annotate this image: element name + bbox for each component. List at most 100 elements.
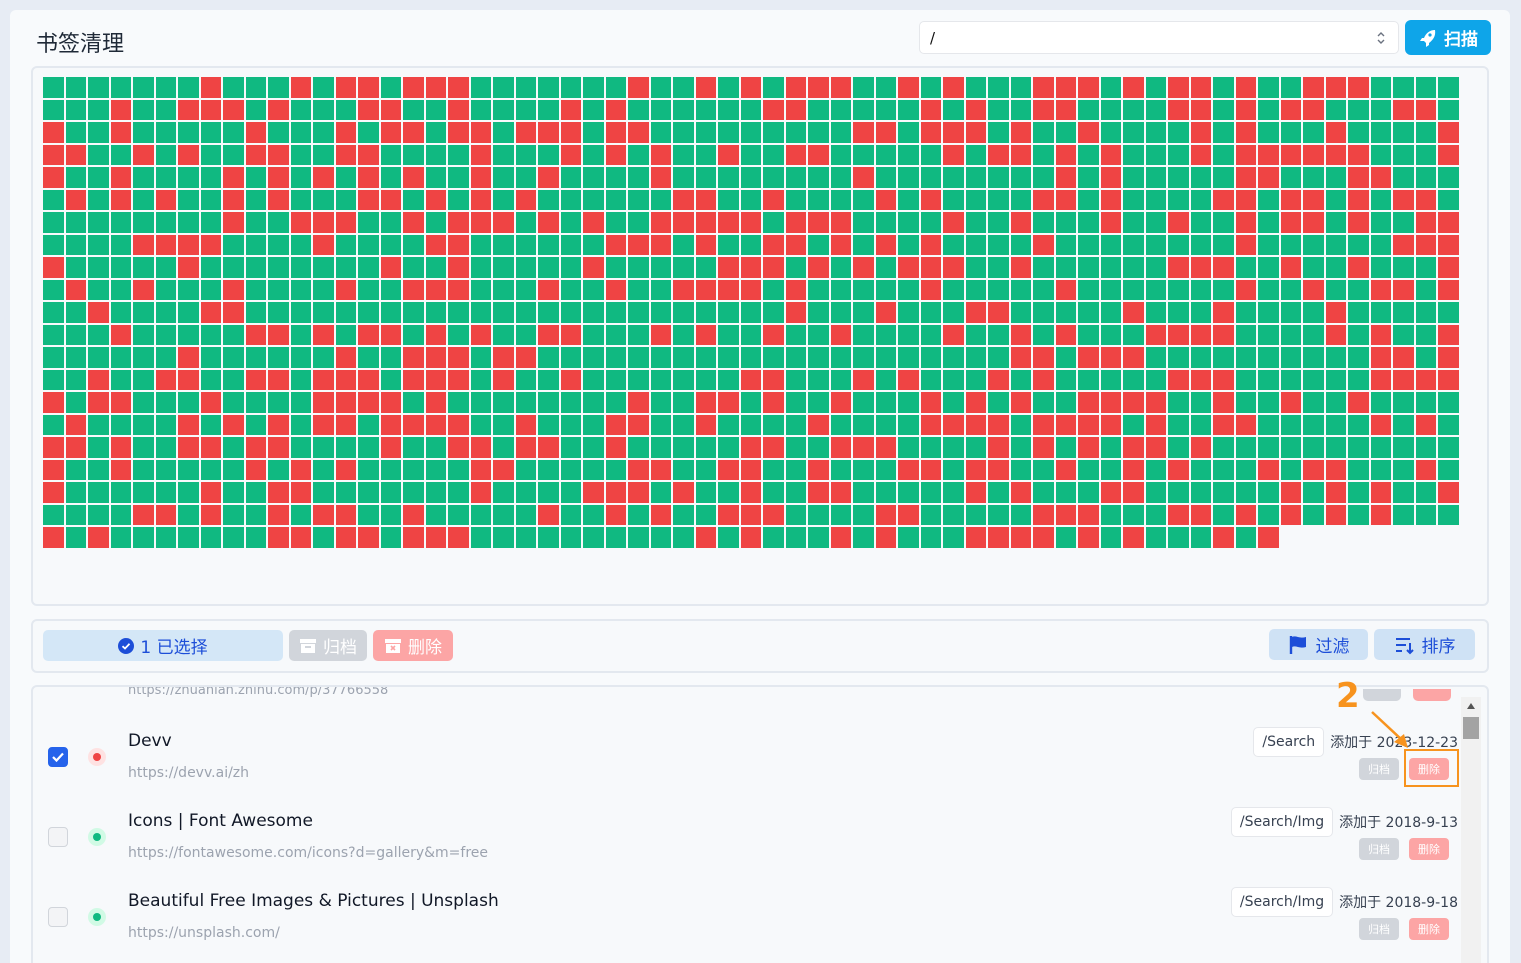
status-cell[interactable] [43,414,64,435]
status-cell[interactable] [43,459,64,480]
status-cell[interactable] [425,437,446,458]
row-archive-button[interactable]: 归档 [1359,918,1399,940]
status-cell[interactable] [898,414,919,435]
status-cell[interactable] [853,324,874,345]
status-cell[interactable] [650,504,671,525]
status-cell[interactable] [1145,234,1166,255]
status-cell[interactable] [1213,279,1234,300]
status-cell[interactable] [1190,504,1211,525]
status-cell[interactable] [1168,279,1189,300]
status-cell[interactable] [988,212,1009,233]
status-cell[interactable] [560,504,581,525]
status-cell[interactable] [965,144,986,165]
status-cell[interactable] [380,99,401,120]
status-cell[interactable] [493,257,514,278]
status-cell[interactable] [155,279,176,300]
status-cell[interactable] [448,437,469,458]
status-cell[interactable] [808,459,829,480]
status-cell[interactable] [155,212,176,233]
status-cell[interactable] [155,347,176,368]
status-cell[interactable] [1078,77,1099,98]
status-cell[interactable] [493,302,514,323]
status-cell[interactable] [1415,99,1436,120]
status-cell[interactable] [380,234,401,255]
status-cell[interactable] [763,527,784,548]
status-cell[interactable] [605,122,626,143]
status-cell[interactable] [1033,437,1054,458]
status-cell[interactable] [448,99,469,120]
status-cell[interactable] [65,257,86,278]
status-cell[interactable] [1393,167,1414,188]
status-cell[interactable] [110,77,131,98]
status-cell[interactable] [335,437,356,458]
status-cell[interactable] [1055,279,1076,300]
status-cell[interactable] [1258,144,1279,165]
status-cell[interactable] [358,414,379,435]
status-cell[interactable] [268,257,289,278]
status-cell[interactable] [943,279,964,300]
status-cell[interactable] [1303,122,1324,143]
status-cell[interactable] [1010,167,1031,188]
status-cell[interactable] [178,302,199,323]
status-cell[interactable] [223,234,244,255]
status-cell[interactable] [223,99,244,120]
status-cell[interactable] [853,99,874,120]
status-cell[interactable] [178,189,199,210]
status-cell[interactable] [538,482,559,503]
status-cell[interactable] [583,167,604,188]
status-cell[interactable] [560,527,581,548]
status-cell[interactable] [1010,324,1031,345]
status-cell[interactable] [1303,347,1324,368]
status-cell[interactable] [943,504,964,525]
status-cell[interactable] [448,212,469,233]
status-cell[interactable] [448,459,469,480]
status-cell[interactable] [1078,257,1099,278]
status-cell[interactable] [178,77,199,98]
status-cell[interactable] [673,504,694,525]
status-cell[interactable] [628,324,649,345]
status-cell[interactable] [605,167,626,188]
status-cell[interactable] [200,369,221,390]
status-cell[interactable] [425,167,446,188]
status-cell[interactable] [1213,482,1234,503]
status-cell[interactable] [1303,414,1324,435]
status-cell[interactable] [1100,324,1121,345]
status-cell[interactable] [988,167,1009,188]
status-cell[interactable] [1348,167,1369,188]
status-cell[interactable] [200,99,221,120]
status-cell[interactable] [763,369,784,390]
status-cell[interactable] [628,347,649,368]
status-cell[interactable] [133,144,154,165]
status-cell[interactable] [268,77,289,98]
status-cell[interactable] [380,167,401,188]
status-cell[interactable] [178,459,199,480]
status-cell[interactable] [1438,459,1459,480]
bookmark-title[interactable]: Devv [128,731,172,751]
status-cell[interactable] [1235,302,1256,323]
status-cell[interactable] [1325,212,1346,233]
status-cell[interactable] [245,459,266,480]
status-cell[interactable] [830,504,851,525]
status-cell[interactable] [1100,414,1121,435]
status-cell[interactable] [920,324,941,345]
list-item[interactable]: Icons | Font Awesome https://fontawesome… [33,797,1461,877]
status-cell[interactable] [718,459,739,480]
status-cell[interactable] [740,392,761,413]
status-cell[interactable] [1280,482,1301,503]
status-cell[interactable] [673,437,694,458]
status-cell[interactable] [1123,144,1144,165]
status-cell[interactable] [358,99,379,120]
status-cell[interactable] [268,437,289,458]
filter-button[interactable]: 过滤 [1269,629,1368,660]
status-cell[interactable] [268,324,289,345]
status-cell[interactable] [1145,459,1166,480]
status-cell[interactable] [740,77,761,98]
status-cell[interactable] [1280,122,1301,143]
status-cell[interactable] [403,77,424,98]
status-cell[interactable] [1190,324,1211,345]
status-cell[interactable] [178,212,199,233]
status-cell[interactable] [830,122,851,143]
status-cell[interactable] [785,482,806,503]
status-cell[interactable] [605,257,626,278]
status-cell[interactable] [1393,459,1414,480]
